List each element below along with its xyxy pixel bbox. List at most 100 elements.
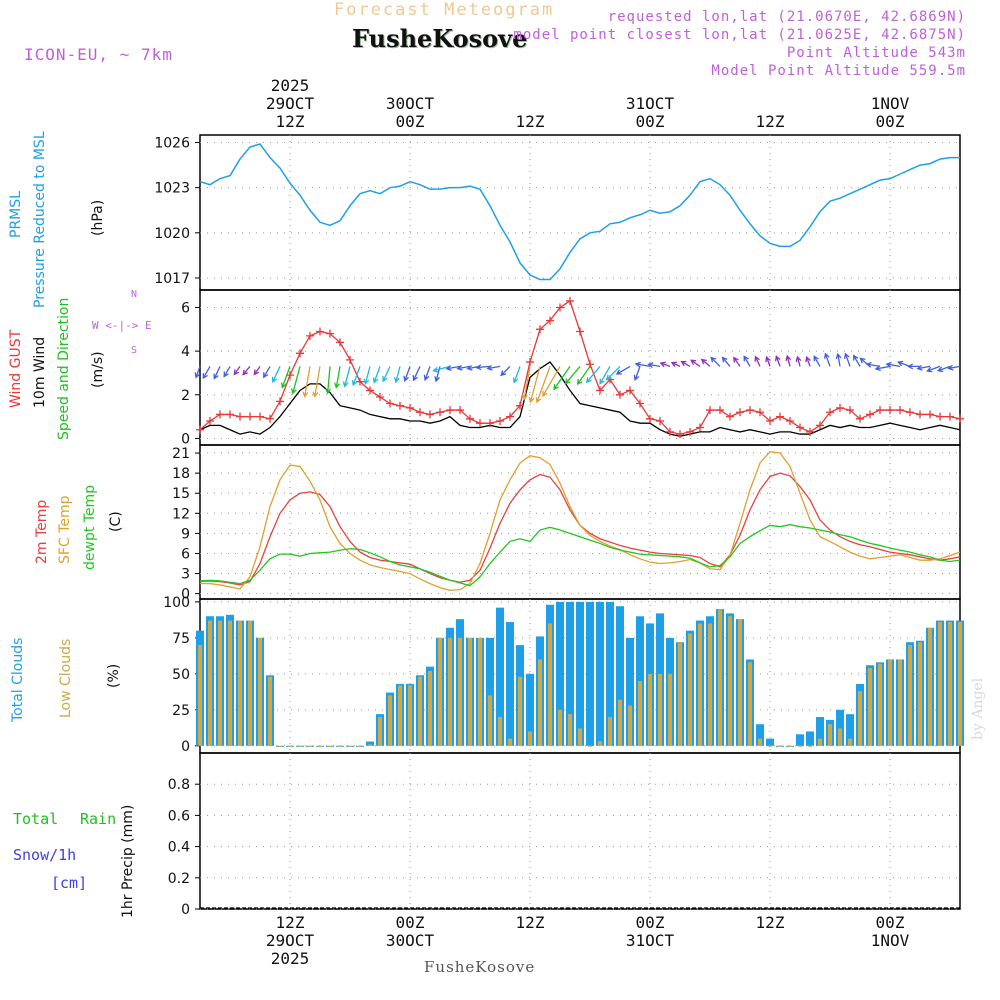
top-time-line: 12Z [275,112,305,131]
low-cloud-bar [658,673,662,746]
wind-direction-arrow [647,362,661,369]
gust-marker [906,408,914,417]
low-cloud-bar [958,622,962,746]
total-cloud-bar [566,601,574,746]
low-cloud-bar [358,745,362,747]
low-cloud-bar [848,738,852,746]
gust-marker [626,386,634,395]
low-cloud-bar [778,745,782,747]
low-cloud-bar [828,724,832,746]
top-time-line: 1NOV [870,94,910,113]
wind-direction-arrow [445,365,461,371]
wind-direction-arrow [564,365,581,385]
gust-marker [716,406,724,415]
y-tick-label: 75 [172,631,190,647]
gust-marker [886,406,894,415]
wind-direction-arrow [271,366,281,384]
gust-marker [196,425,204,434]
gust-marker [486,419,494,428]
y-tick-label: 1020 [154,226,190,242]
gust-marker [706,406,714,415]
total-cloud-bar [496,607,504,746]
model-name: ICON-EU, ~ 7km [24,45,173,64]
gust-marker [816,421,824,430]
low-cloud-bar [688,633,692,746]
total-cloud-bar [766,738,774,746]
gust-marker [956,414,964,423]
footer-location: FusheKosove [424,958,536,976]
bottom-time-label: 00Z 1NOV [850,914,930,950]
rain-label-2: Rain [80,810,117,828]
chart-subtitle: Forecast Meteogram [334,0,555,20]
low-cloud-bar [488,695,492,746]
y-tick-label: 1017 [154,271,190,287]
wind-direction-arrow [242,365,251,376]
y-tick-label: 0 [181,902,190,918]
gust-marker [596,386,604,395]
gust-marker [636,399,644,408]
bottom-time-label: 12Z [730,914,810,932]
total-cloud-bar [586,601,594,746]
dewpoint-line [199,524,961,587]
wind-direction-arrow [342,366,351,388]
top-time-line: 31OCT [625,94,675,113]
wind-direction-arrow [947,364,961,371]
bottom-time-line: 1NOV [870,931,910,950]
gust-marker [776,412,784,421]
bottom-time-line: 00Z [395,913,425,932]
bottom-time-line: 12Z [275,913,305,932]
top-time-label: 12Z [490,113,570,131]
gust-marker [436,408,444,417]
y-tick-label: 1026 [154,136,190,152]
low-cloud-bar [908,645,912,746]
wind-direction-arrow [680,360,691,367]
total-cloud-bar [796,734,804,746]
gust-marker [896,406,904,415]
wind-direction-arrow [865,361,881,368]
wind-direction-arrow [885,361,901,368]
wind-direction-arrow [615,365,631,375]
wind-direction-arrow [475,364,491,371]
low-cloud-bar [448,637,452,746]
wind-direction-arrow [774,355,781,367]
gust-marker [876,406,884,415]
wind-direction-arrow [290,366,301,395]
low-cloud-bar [528,731,532,746]
wind-direction-arrow [813,355,821,367]
y-tick-label: 15 [172,486,190,502]
wind-direction-arrow [916,364,931,371]
bottom-time-line: 31OCT [625,931,675,950]
y-tick-label: 0 [181,587,190,603]
panel-frame [199,444,961,600]
gust-marker [516,401,524,410]
low-cloud-bar [948,622,952,746]
low-cloud-bar [538,659,542,746]
gust-marker [336,338,344,347]
low-cloud-bar [798,745,802,747]
gust-marker [526,358,534,367]
wind-direction-arrow [528,366,541,404]
y-tick-label: 0.8 [168,777,190,793]
gust-marker [556,303,564,312]
panel-3: 0 25 50 75 100 [163,595,964,755]
total-cloud-bar [616,606,624,746]
wind-direction-arrow [223,366,231,378]
y-tick-label: 18 [172,466,190,482]
top-time-label: 1NOV 00Z [850,95,930,131]
low-cloud-bar [878,663,882,746]
low-cloud-bar [348,745,352,747]
gust-marker [916,410,924,419]
low-cloud-bar [338,745,342,747]
y-tick-label: 4 [181,344,190,360]
wind-direction-arrow [522,366,531,401]
gust-marker [656,416,664,425]
wind-gust-line [199,299,961,435]
gust-marker [726,412,734,421]
low-cloud-bar [388,695,392,746]
wind-direction-arrow [926,365,941,373]
model-point-altitude: Model Point Altitude 559.5m [711,63,966,79]
y-tick-label: 25 [172,703,190,719]
gust-marker [236,412,244,421]
low-cloud-bar [368,744,372,746]
gust-marker [246,412,254,421]
